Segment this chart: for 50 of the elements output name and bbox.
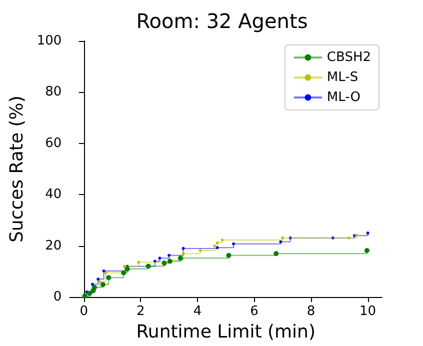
point — [331, 236, 334, 240]
point — [178, 256, 183, 261]
point — [87, 290, 92, 296]
point — [162, 260, 167, 266]
point — [168, 254, 171, 257]
point — [182, 246, 185, 250]
point — [106, 275, 112, 280]
point — [347, 236, 350, 240]
point — [98, 280, 102, 284]
y-tick-label: 0 — [53, 290, 62, 305]
y-tick-label: 80 — [45, 84, 62, 100]
legend-label: CBSH2 — [326, 50, 372, 65]
point — [198, 248, 202, 252]
x-axis-title: Runtime Limit (min) — [136, 322, 316, 342]
point — [146, 264, 151, 269]
x-tick-label: 6 — [250, 304, 258, 320]
point — [366, 232, 370, 235]
point — [226, 252, 232, 258]
x-tick-label: 0 — [80, 304, 88, 320]
point — [182, 252, 185, 256]
point — [153, 260, 156, 263]
point — [158, 256, 162, 260]
x-tick-label: 10 — [360, 304, 376, 320]
y-tick-label: 40 — [45, 187, 62, 202]
point — [213, 244, 216, 248]
y-tick-label: 100 — [36, 34, 62, 48]
point — [137, 260, 140, 264]
point — [216, 241, 219, 244]
point — [232, 242, 236, 246]
point — [124, 266, 130, 272]
point — [274, 251, 279, 256]
chart-title: Room: 32 Agents — [136, 9, 308, 33]
point — [123, 264, 126, 268]
y-tick-label: 20 — [45, 238, 62, 254]
point — [364, 248, 370, 253]
x-tick-label: 2 — [136, 304, 145, 320]
point — [90, 282, 94, 286]
point — [216, 246, 219, 250]
point — [281, 236, 284, 240]
legend-label: ML-O — [326, 90, 360, 105]
x-tick-label: 4 — [193, 304, 202, 320]
point — [100, 282, 106, 288]
point — [288, 236, 292, 240]
legend-label: ML-S — [326, 70, 358, 85]
point — [96, 278, 100, 281]
x-tick-label: 8 — [306, 304, 316, 320]
point — [220, 238, 224, 242]
point — [121, 270, 126, 276]
y-tick-label: 60 — [45, 136, 62, 151]
y-axis-title: Succes Rate (%) — [6, 96, 28, 243]
